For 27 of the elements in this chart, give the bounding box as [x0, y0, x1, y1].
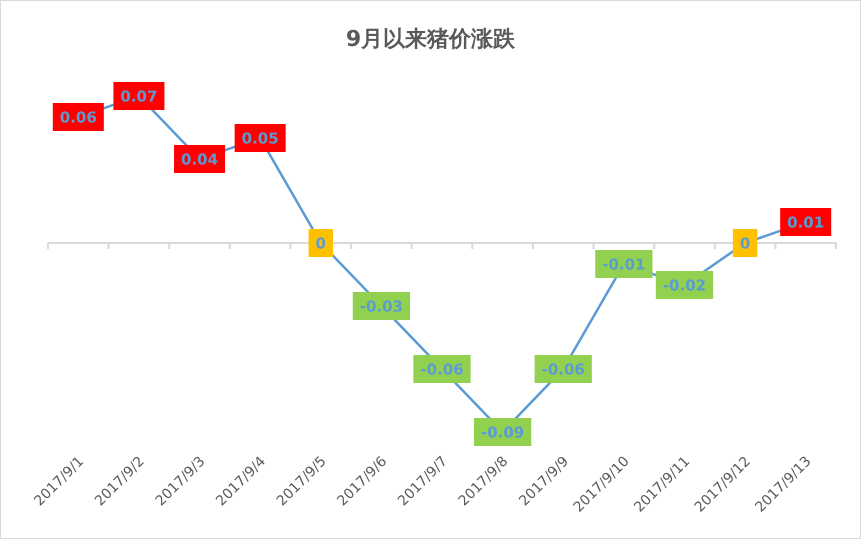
data-label: 0 — [740, 234, 750, 252]
data-label: 0.04 — [181, 150, 218, 168]
data-label: -0.06 — [420, 360, 464, 378]
data-label: -0.01 — [595, 250, 652, 278]
data-label: 0.01 — [780, 208, 832, 236]
data-label: -0.03 — [360, 298, 404, 316]
data-label: -0.03 — [352, 292, 410, 320]
data-label: -0.02 — [662, 276, 706, 294]
data-label: -0.02 — [656, 271, 714, 299]
data-label: -0.06 — [534, 355, 592, 383]
data-label: -0.01 — [602, 256, 646, 274]
data-label: 0.06 — [52, 103, 104, 131]
data-label: -0.09 — [480, 424, 524, 442]
title: 9月以来猪价涨跌 — [346, 27, 516, 52]
data-label: 0.07 — [113, 82, 164, 110]
data-label: 0.05 — [234, 124, 286, 152]
data-label: 0.05 — [242, 130, 279, 148]
data-label: 0 — [308, 229, 333, 257]
data-label: 0 — [316, 234, 326, 252]
data-label: 0.06 — [60, 108, 97, 126]
data-label: -0.06 — [413, 355, 471, 383]
data-label: 0 — [732, 229, 758, 257]
data-label: -0.06 — [542, 360, 585, 378]
data-label: 0.04 — [174, 145, 226, 173]
data-label: 0.01 — [787, 214, 824, 232]
data-label: -0.09 — [474, 418, 532, 446]
data-label: 0.07 — [120, 88, 158, 106]
